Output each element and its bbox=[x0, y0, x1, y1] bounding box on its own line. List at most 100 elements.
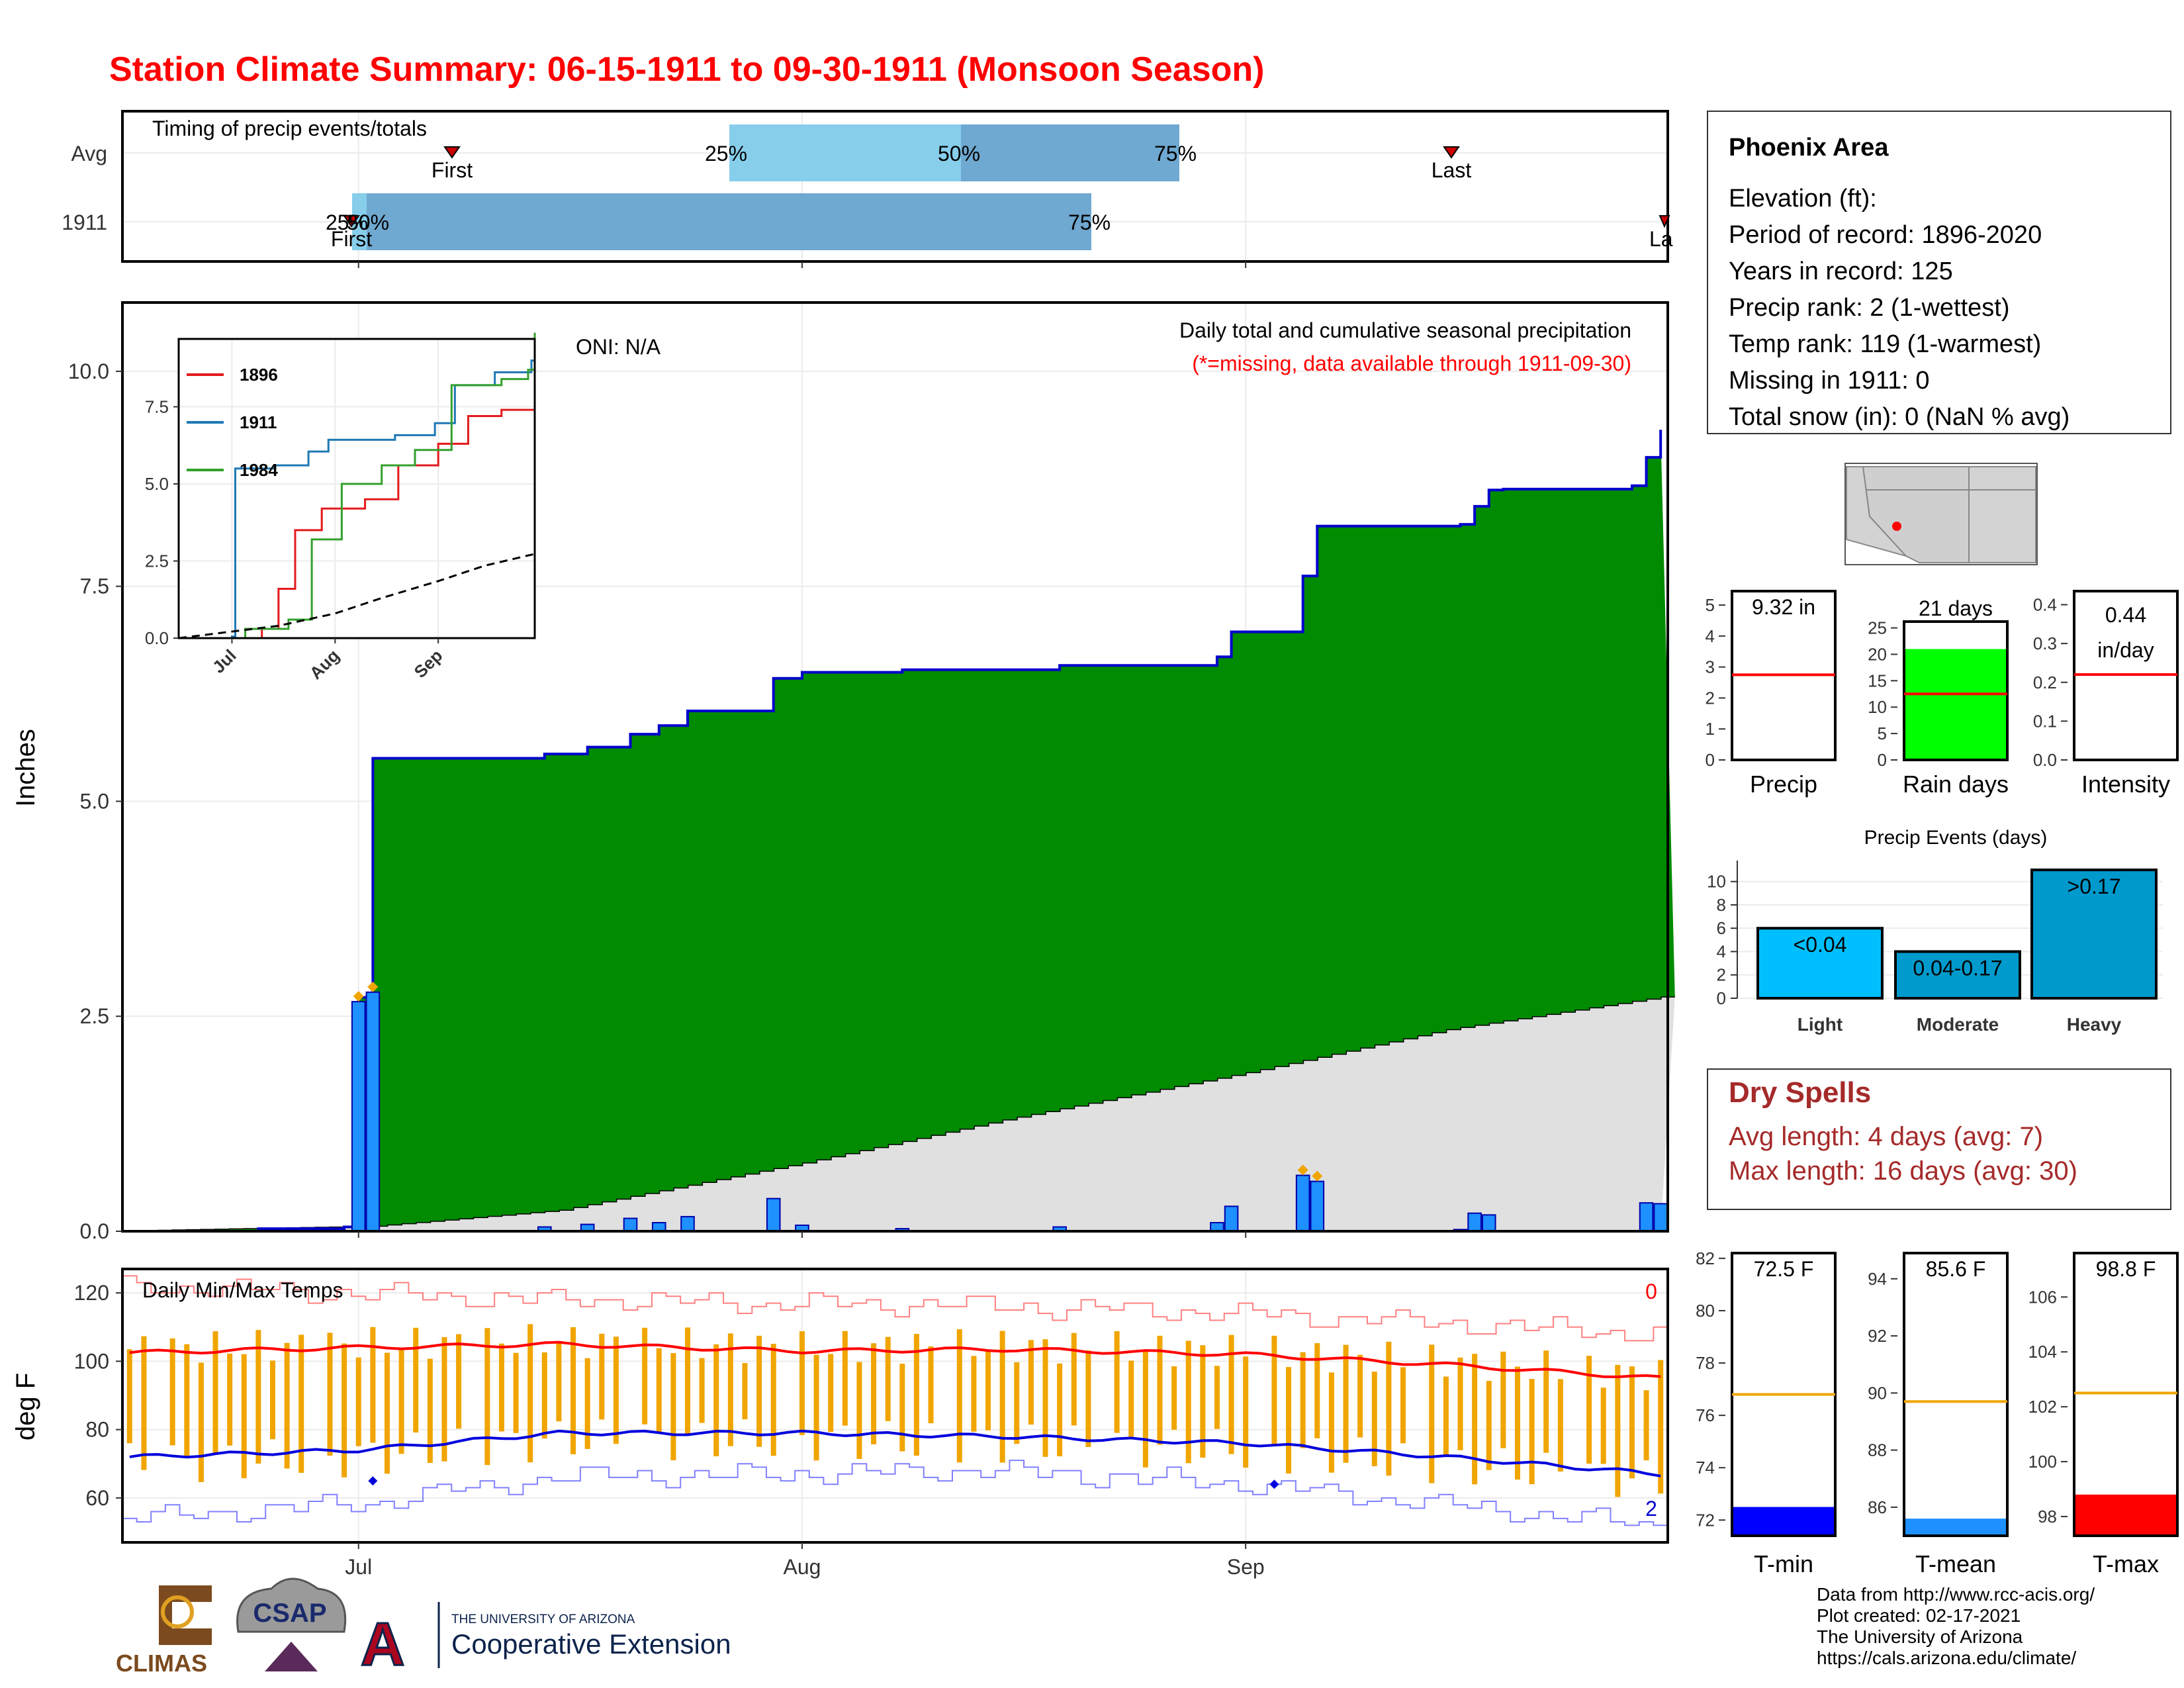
mini-precip-y-tick-label: 0 bbox=[1706, 750, 1715, 770]
mini-precip-value: 9.32 in bbox=[1752, 595, 1815, 619]
temp-x-axis: Jul Aug Sep bbox=[345, 1542, 1265, 1579]
precip-event-category-1: Moderate bbox=[1917, 1014, 1999, 1035]
daily-temp-range-bar bbox=[284, 1342, 290, 1469]
daily-temp-range-bar bbox=[1371, 1372, 1377, 1466]
main-y-axis: 0.0 2.5 5.0 7.5 10.0 bbox=[68, 359, 1247, 1243]
daily-temp-range-bar bbox=[384, 1352, 390, 1474]
tmean-y-tick-label: 88 bbox=[1868, 1440, 1887, 1460]
daily-temp-range-bar bbox=[513, 1352, 519, 1433]
mini-intensity-value: 0.44 bbox=[2105, 603, 2146, 627]
tmean-group: 86 88 90 92 94 bbox=[1868, 1252, 2009, 1537]
logo-csap: CSAP bbox=[236, 1577, 347, 1671]
daily-temp-range-bar bbox=[1600, 1387, 1606, 1464]
avg-first-marker-icon bbox=[443, 146, 461, 159]
daily-temp-range-bar bbox=[527, 1324, 533, 1463]
daily-temp-range-bar bbox=[327, 1333, 333, 1456]
daily-temp-range-bar bbox=[613, 1336, 619, 1444]
tmin-y-tick-label: 76 bbox=[1696, 1405, 1715, 1425]
daily-temp-range-bar bbox=[899, 1364, 905, 1452]
daily-temp-range-bar bbox=[1443, 1376, 1449, 1456]
inset-legend: 1896 1911 1984 bbox=[187, 365, 278, 480]
page-title: Station Climate Summary: 06-15-1911 to 0… bbox=[109, 50, 1264, 89]
tmax-value: 98.8 F bbox=[2096, 1257, 2156, 1281]
mini-intensity-unit: in/day bbox=[2097, 638, 2154, 662]
yr-last-label: La bbox=[1649, 227, 1673, 251]
record-max-line bbox=[122, 1275, 1668, 1342]
main-y-tick-label: 7.5 bbox=[80, 575, 109, 598]
mini-precip-group: 0 1 2 3 4 5 bbox=[1706, 590, 1837, 770]
daily-temp-range-bar bbox=[1114, 1331, 1120, 1433]
precip-events-y-tick-label: 0 bbox=[1717, 988, 1726, 1008]
temp-y-tick-label: 100 bbox=[74, 1349, 109, 1373]
temp-y-tick-label: 120 bbox=[74, 1281, 109, 1305]
logo-university-of-arizona: A THE UNIVERSITY OF ARIZONA Cooperative … bbox=[360, 1602, 731, 1679]
daily-temp-range-bar bbox=[727, 1333, 733, 1446]
precip-event-category-0: Light bbox=[1797, 1014, 1843, 1035]
mini-intensity-label: Intensity bbox=[2081, 771, 2170, 798]
climas-wordmark: CLIMAS bbox=[116, 1650, 207, 1677]
mini-raindays-label: Rain days bbox=[1903, 771, 2009, 798]
temp-y-tick-label: 80 bbox=[85, 1418, 109, 1442]
daily-temp-range-bar bbox=[298, 1335, 304, 1473]
daily-temp-range-bar bbox=[1658, 1360, 1664, 1494]
mini-intensity-y-tick-label: 0.0 bbox=[2033, 750, 2057, 770]
info-line-temp-rank: Temp rank: 119 (1-warmest) bbox=[1729, 330, 2041, 358]
daily-precip-bar bbox=[1295, 1174, 1310, 1232]
daily-temp-range-bar bbox=[1271, 1335, 1277, 1445]
daily-temp-range-bar bbox=[1343, 1344, 1349, 1463]
inset-line-1984 bbox=[179, 332, 536, 639]
daily-temp-range-bar bbox=[1286, 1367, 1292, 1474]
daily-temp-range-bar bbox=[441, 1336, 447, 1462]
mini-raindays-y-tick-label: 20 bbox=[1868, 644, 1887, 664]
mini-intensity-group: 0.0 0.1 0.2 0.3 0.4 bbox=[2033, 590, 2179, 770]
tmin-label: T-min bbox=[1754, 1550, 1813, 1577]
daily-record-marker-icon bbox=[353, 991, 364, 1002]
precip-event-category-2: Heavy bbox=[2067, 1014, 2122, 1035]
dry-spells-max: Max length: 16 days (avg: 30) bbox=[1729, 1156, 2077, 1186]
yr-q2-q3-tile bbox=[367, 193, 1091, 250]
climas-sun-icon bbox=[161, 1595, 194, 1628]
main-y-tick-label: 10.0 bbox=[68, 359, 109, 383]
avg-last-label: Last bbox=[1432, 158, 1472, 182]
mini-precip-y-tick-label: 1 bbox=[1706, 719, 1715, 739]
credit-line-university: The University of Arizona bbox=[1817, 1626, 2023, 1647]
avg-q2-q3-tile bbox=[961, 124, 1179, 181]
info-line-years: Years in record: 125 bbox=[1729, 258, 1953, 285]
daily-temp-range-bar bbox=[1486, 1381, 1492, 1470]
daily-precip-bar bbox=[680, 1215, 695, 1233]
daily-temp-range-bar bbox=[1085, 1350, 1091, 1447]
daily-temp-range-bar bbox=[828, 1354, 834, 1432]
daily-precip-bar bbox=[766, 1197, 781, 1232]
mini-precip-y-tick-label: 5 bbox=[1706, 595, 1715, 615]
temp-y-label: deg F bbox=[11, 1373, 40, 1440]
daily-temp-range-bar bbox=[956, 1329, 962, 1463]
daily-temp-range-bar bbox=[255, 1330, 261, 1464]
daily-temp-range-bar bbox=[570, 1327, 576, 1454]
precip-events-chart: Precip Events (days) 0 2 4 6 8 10 <0.04 Light 0.… bbox=[1707, 827, 2163, 1035]
info-line-precip-rank: Precip rank: 2 (1-wettest) bbox=[1729, 294, 2009, 322]
daily-temp-range-bar bbox=[1400, 1367, 1406, 1444]
legend-label-1911: 1911 bbox=[240, 412, 277, 432]
daily-temp-range-bar bbox=[1357, 1354, 1363, 1438]
daily-temp-range-bar bbox=[1457, 1357, 1463, 1450]
temp-y-tick-label: 60 bbox=[85, 1486, 109, 1510]
legend-label-1984: 1984 bbox=[240, 460, 278, 480]
precip-event-bar-label-0: <0.04 bbox=[1794, 933, 1847, 957]
daily-temp-range-bar bbox=[928, 1346, 934, 1424]
daily-temp-range-bar bbox=[1214, 1366, 1220, 1429]
daily-temp-range-bar bbox=[1300, 1352, 1306, 1448]
info-line-snow: Total snow (in): 0 (NaN % avg) bbox=[1729, 403, 2070, 431]
tmax-label: T-max bbox=[2093, 1550, 2159, 1577]
credit-line-url: https://cals.arizona.edu/climate/ bbox=[1817, 1648, 2076, 1668]
tmean-frame bbox=[1903, 1252, 2009, 1537]
yr-first-marker-icon bbox=[343, 215, 360, 228]
daily-temp-range-bar bbox=[1057, 1363, 1063, 1457]
tmax-y-tick-label: 102 bbox=[2028, 1397, 2057, 1417]
mini-intensity-y-tick-label: 0.4 bbox=[2033, 595, 2057, 615]
temp-title: Daily Min/Max Temps bbox=[142, 1278, 343, 1302]
mini-raindays-y-tick-label: 0 bbox=[1878, 750, 1887, 770]
daily-temp-range-bar bbox=[270, 1360, 276, 1440]
daily-temp-range-bar bbox=[1128, 1360, 1134, 1437]
daily-temp-range-bar bbox=[756, 1335, 762, 1447]
daily-temp-range-bar bbox=[169, 1338, 175, 1446]
